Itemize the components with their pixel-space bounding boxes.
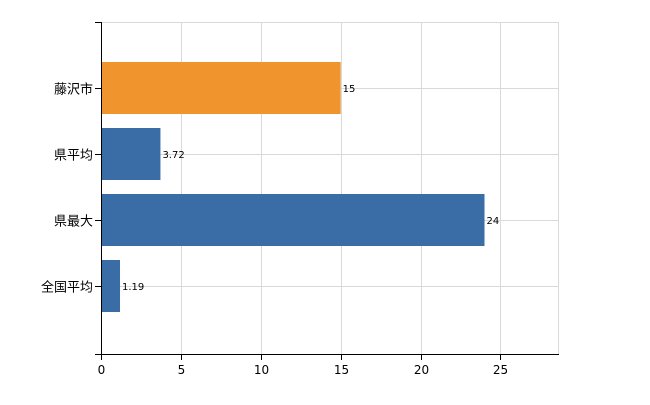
x-tick-label: 10: [254, 363, 269, 377]
x-tick-label: 5: [178, 363, 186, 377]
category-label: 全国平均: [41, 280, 93, 296]
bar: [102, 128, 161, 180]
x-tick-label: 15: [334, 363, 349, 377]
x-tick-label: 0: [98, 363, 106, 377]
category-label: 県平均: [54, 149, 93, 164]
bar-value-label: 15: [343, 84, 356, 95]
category-label: 藤沢市: [54, 82, 93, 98]
bar: [102, 260, 121, 312]
bar-value-label: 3.72: [162, 150, 184, 161]
axes: [95, 22, 559, 360]
bar: [102, 194, 485, 246]
bar-value-label: 1.19: [122, 282, 144, 293]
x-tick-label: 20: [414, 363, 429, 377]
bars: [102, 62, 485, 312]
category-label: 県最大: [54, 215, 93, 230]
bar-value-label: 24: [486, 216, 499, 227]
bar: [102, 62, 341, 114]
x-tick-label: 25: [493, 363, 508, 377]
